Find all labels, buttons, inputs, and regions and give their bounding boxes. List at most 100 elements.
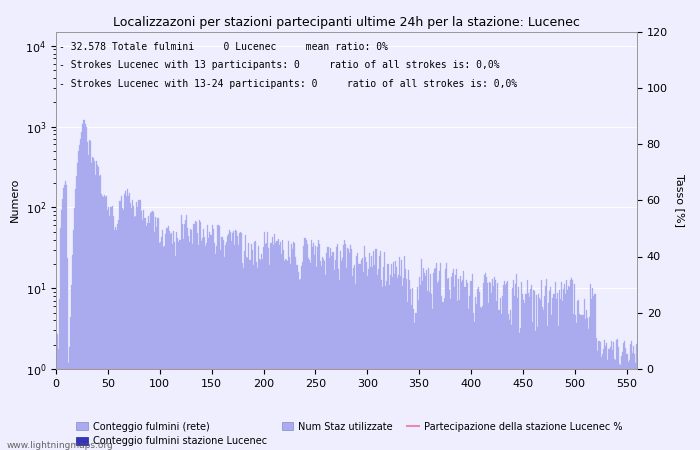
Bar — [483, 284, 484, 450]
Bar — [391, 277, 393, 450]
Bar — [603, 349, 604, 450]
Bar — [348, 249, 349, 450]
Bar — [115, 227, 116, 450]
Bar — [356, 256, 358, 450]
Bar — [546, 279, 547, 450]
Bar — [231, 241, 232, 450]
Bar — [589, 317, 590, 450]
Bar — [496, 301, 498, 450]
Bar — [176, 232, 177, 450]
Bar — [455, 275, 456, 450]
Bar — [410, 288, 412, 450]
Bar — [488, 303, 489, 450]
Bar — [190, 230, 191, 450]
Bar — [105, 197, 106, 450]
Bar — [88, 154, 89, 450]
Bar — [573, 314, 574, 450]
Bar — [137, 207, 139, 450]
Bar — [434, 269, 435, 450]
Bar — [506, 283, 507, 450]
Bar — [204, 237, 205, 450]
Bar — [96, 161, 97, 450]
Bar — [587, 318, 588, 450]
Bar — [178, 243, 179, 450]
Bar — [93, 158, 94, 450]
Bar — [235, 230, 236, 450]
Bar — [490, 283, 491, 450]
Bar — [122, 208, 123, 450]
Bar — [507, 281, 508, 450]
Bar — [259, 259, 260, 450]
Bar — [470, 281, 472, 450]
Text: www.lightningmaps.org: www.lightningmaps.org — [7, 441, 113, 450]
Bar — [556, 293, 558, 450]
Bar — [230, 232, 231, 450]
Bar — [513, 280, 514, 450]
Bar — [565, 294, 566, 450]
Bar — [228, 234, 229, 450]
Bar — [446, 263, 447, 450]
Bar — [423, 268, 424, 450]
Bar — [333, 270, 335, 450]
Bar — [514, 297, 515, 450]
Bar — [629, 360, 630, 450]
Bar — [461, 282, 462, 450]
Bar — [373, 251, 374, 450]
Text: - 32.578 Totale fulmini     0 Lucenec     mean ratio: 0%: - 32.578 Totale fulmini 0 Lucenec mean r… — [59, 42, 388, 52]
Bar — [323, 259, 324, 450]
Bar — [481, 308, 482, 450]
Bar — [195, 222, 197, 450]
Bar — [313, 243, 314, 450]
Bar — [352, 276, 354, 450]
Bar — [430, 274, 431, 450]
Bar — [283, 250, 284, 450]
Bar — [620, 365, 621, 450]
Bar — [144, 218, 145, 450]
Bar — [201, 241, 202, 450]
Bar — [339, 280, 340, 450]
Bar — [575, 315, 576, 450]
Bar — [227, 236, 228, 450]
Bar — [127, 189, 128, 450]
Bar — [249, 260, 251, 450]
Bar — [177, 238, 178, 450]
Bar — [562, 301, 563, 450]
Bar — [505, 285, 506, 450]
Bar — [332, 252, 333, 450]
Bar — [414, 323, 416, 450]
Bar — [351, 249, 352, 450]
Bar — [428, 268, 429, 450]
Bar — [244, 251, 245, 450]
Bar — [320, 261, 321, 450]
Bar — [276, 241, 277, 450]
Bar — [568, 286, 569, 450]
Bar — [66, 185, 67, 450]
Bar — [80, 139, 81, 450]
Bar — [67, 258, 68, 450]
Bar — [552, 298, 554, 450]
Bar — [248, 243, 249, 450]
Bar — [286, 260, 287, 450]
Bar — [328, 247, 330, 450]
Bar — [418, 300, 419, 450]
Bar — [162, 230, 163, 450]
Bar — [436, 264, 438, 450]
Bar — [225, 242, 227, 450]
Bar — [223, 257, 225, 450]
Bar — [175, 256, 176, 450]
Bar — [358, 264, 360, 450]
Bar — [570, 279, 571, 450]
Bar — [183, 239, 184, 450]
Bar — [522, 294, 524, 450]
Bar — [220, 250, 221, 450]
Bar — [616, 340, 617, 450]
Bar — [236, 231, 237, 450]
Bar — [91, 163, 92, 450]
Bar — [463, 271, 464, 450]
Bar — [482, 306, 483, 450]
Bar — [237, 236, 238, 450]
Bar — [92, 157, 93, 450]
Bar — [566, 279, 567, 450]
Bar — [322, 256, 323, 450]
Bar — [315, 246, 316, 450]
